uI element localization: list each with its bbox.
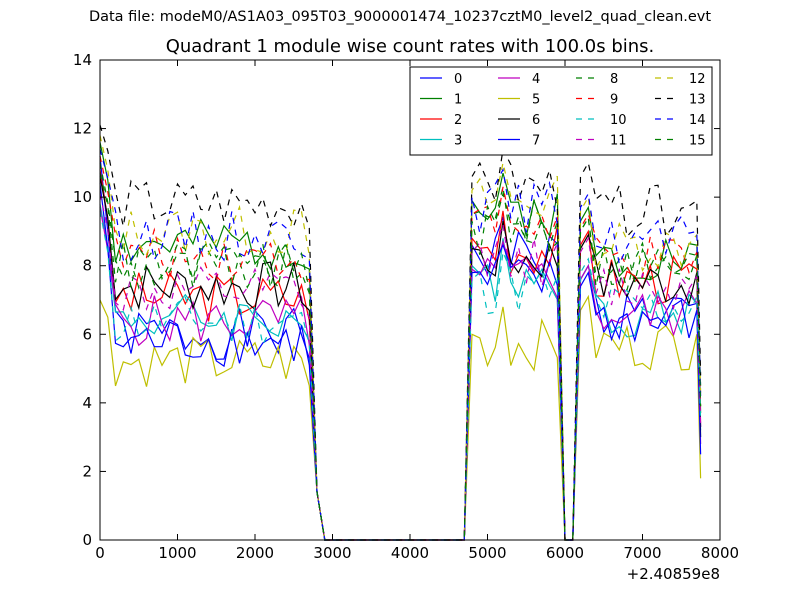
x-tick-label: 2000 — [236, 544, 274, 562]
series-line-1 — [99, 142, 702, 541]
legend-label-14: 14 — [689, 113, 706, 128]
x-tick-label: 3000 — [313, 544, 351, 562]
series-line-15 — [99, 172, 702, 541]
series-line-12 — [99, 135, 702, 541]
x-tick-label: 4000 — [391, 544, 429, 562]
legend-label-5: 5 — [532, 93, 540, 108]
legend-label-8: 8 — [610, 72, 618, 87]
y-tick-label: 8 — [82, 257, 92, 275]
figure-suptitle: Data file: modeM0/AS1A03_095T03_90000014… — [88, 9, 712, 25]
legend-label-9: 9 — [610, 93, 618, 108]
x-tick-label: 8000 — [701, 544, 739, 562]
series-line-4 — [99, 207, 702, 541]
legend-label-4: 4 — [532, 72, 540, 87]
x-tick-label: 6000 — [546, 544, 584, 562]
y-tick-label: 6 — [82, 325, 92, 343]
x-tick-label: 7000 — [623, 544, 661, 562]
chart-title: Quadrant 1 module wise count rates with … — [165, 36, 655, 57]
series-line-14 — [99, 148, 702, 541]
x-tick-label: 5000 — [468, 544, 506, 562]
series-line-11 — [99, 193, 702, 541]
y-tick-label: 14 — [73, 51, 92, 69]
legend-label-15: 15 — [689, 134, 706, 149]
y-tick-label: 0 — [82, 531, 92, 549]
legend-label-2: 2 — [454, 113, 462, 128]
y-tick-label: 12 — [73, 120, 92, 138]
legend-label-3: 3 — [454, 134, 462, 149]
y-tick-label: 4 — [82, 394, 92, 412]
legend-box — [409, 66, 713, 156]
series-line-7 — [99, 183, 702, 541]
x-offset-label: +2.40859e8 — [627, 565, 720, 583]
legend-label-13: 13 — [689, 93, 706, 108]
series-line-9 — [99, 155, 702, 541]
legend-label-1: 1 — [454, 93, 462, 108]
series-line-3 — [99, 203, 702, 541]
legend-label-10: 10 — [610, 113, 627, 128]
legend-label-12: 12 — [689, 72, 706, 87]
x-tick-label: 1000 — [158, 544, 196, 562]
legend-label-6: 6 — [532, 113, 540, 128]
legend-label-0: 0 — [454, 72, 462, 87]
legend-label-7: 7 — [532, 134, 540, 149]
series-line-13 — [99, 124, 702, 541]
series-line-0 — [99, 155, 702, 541]
legend-label-11: 11 — [610, 134, 627, 149]
x-tick-label: 0 — [95, 544, 105, 562]
y-tick-label: 2 — [82, 462, 92, 480]
y-tick-label: 10 — [73, 188, 92, 206]
series-line-10 — [99, 210, 702, 541]
series-line-5 — [99, 294, 702, 541]
